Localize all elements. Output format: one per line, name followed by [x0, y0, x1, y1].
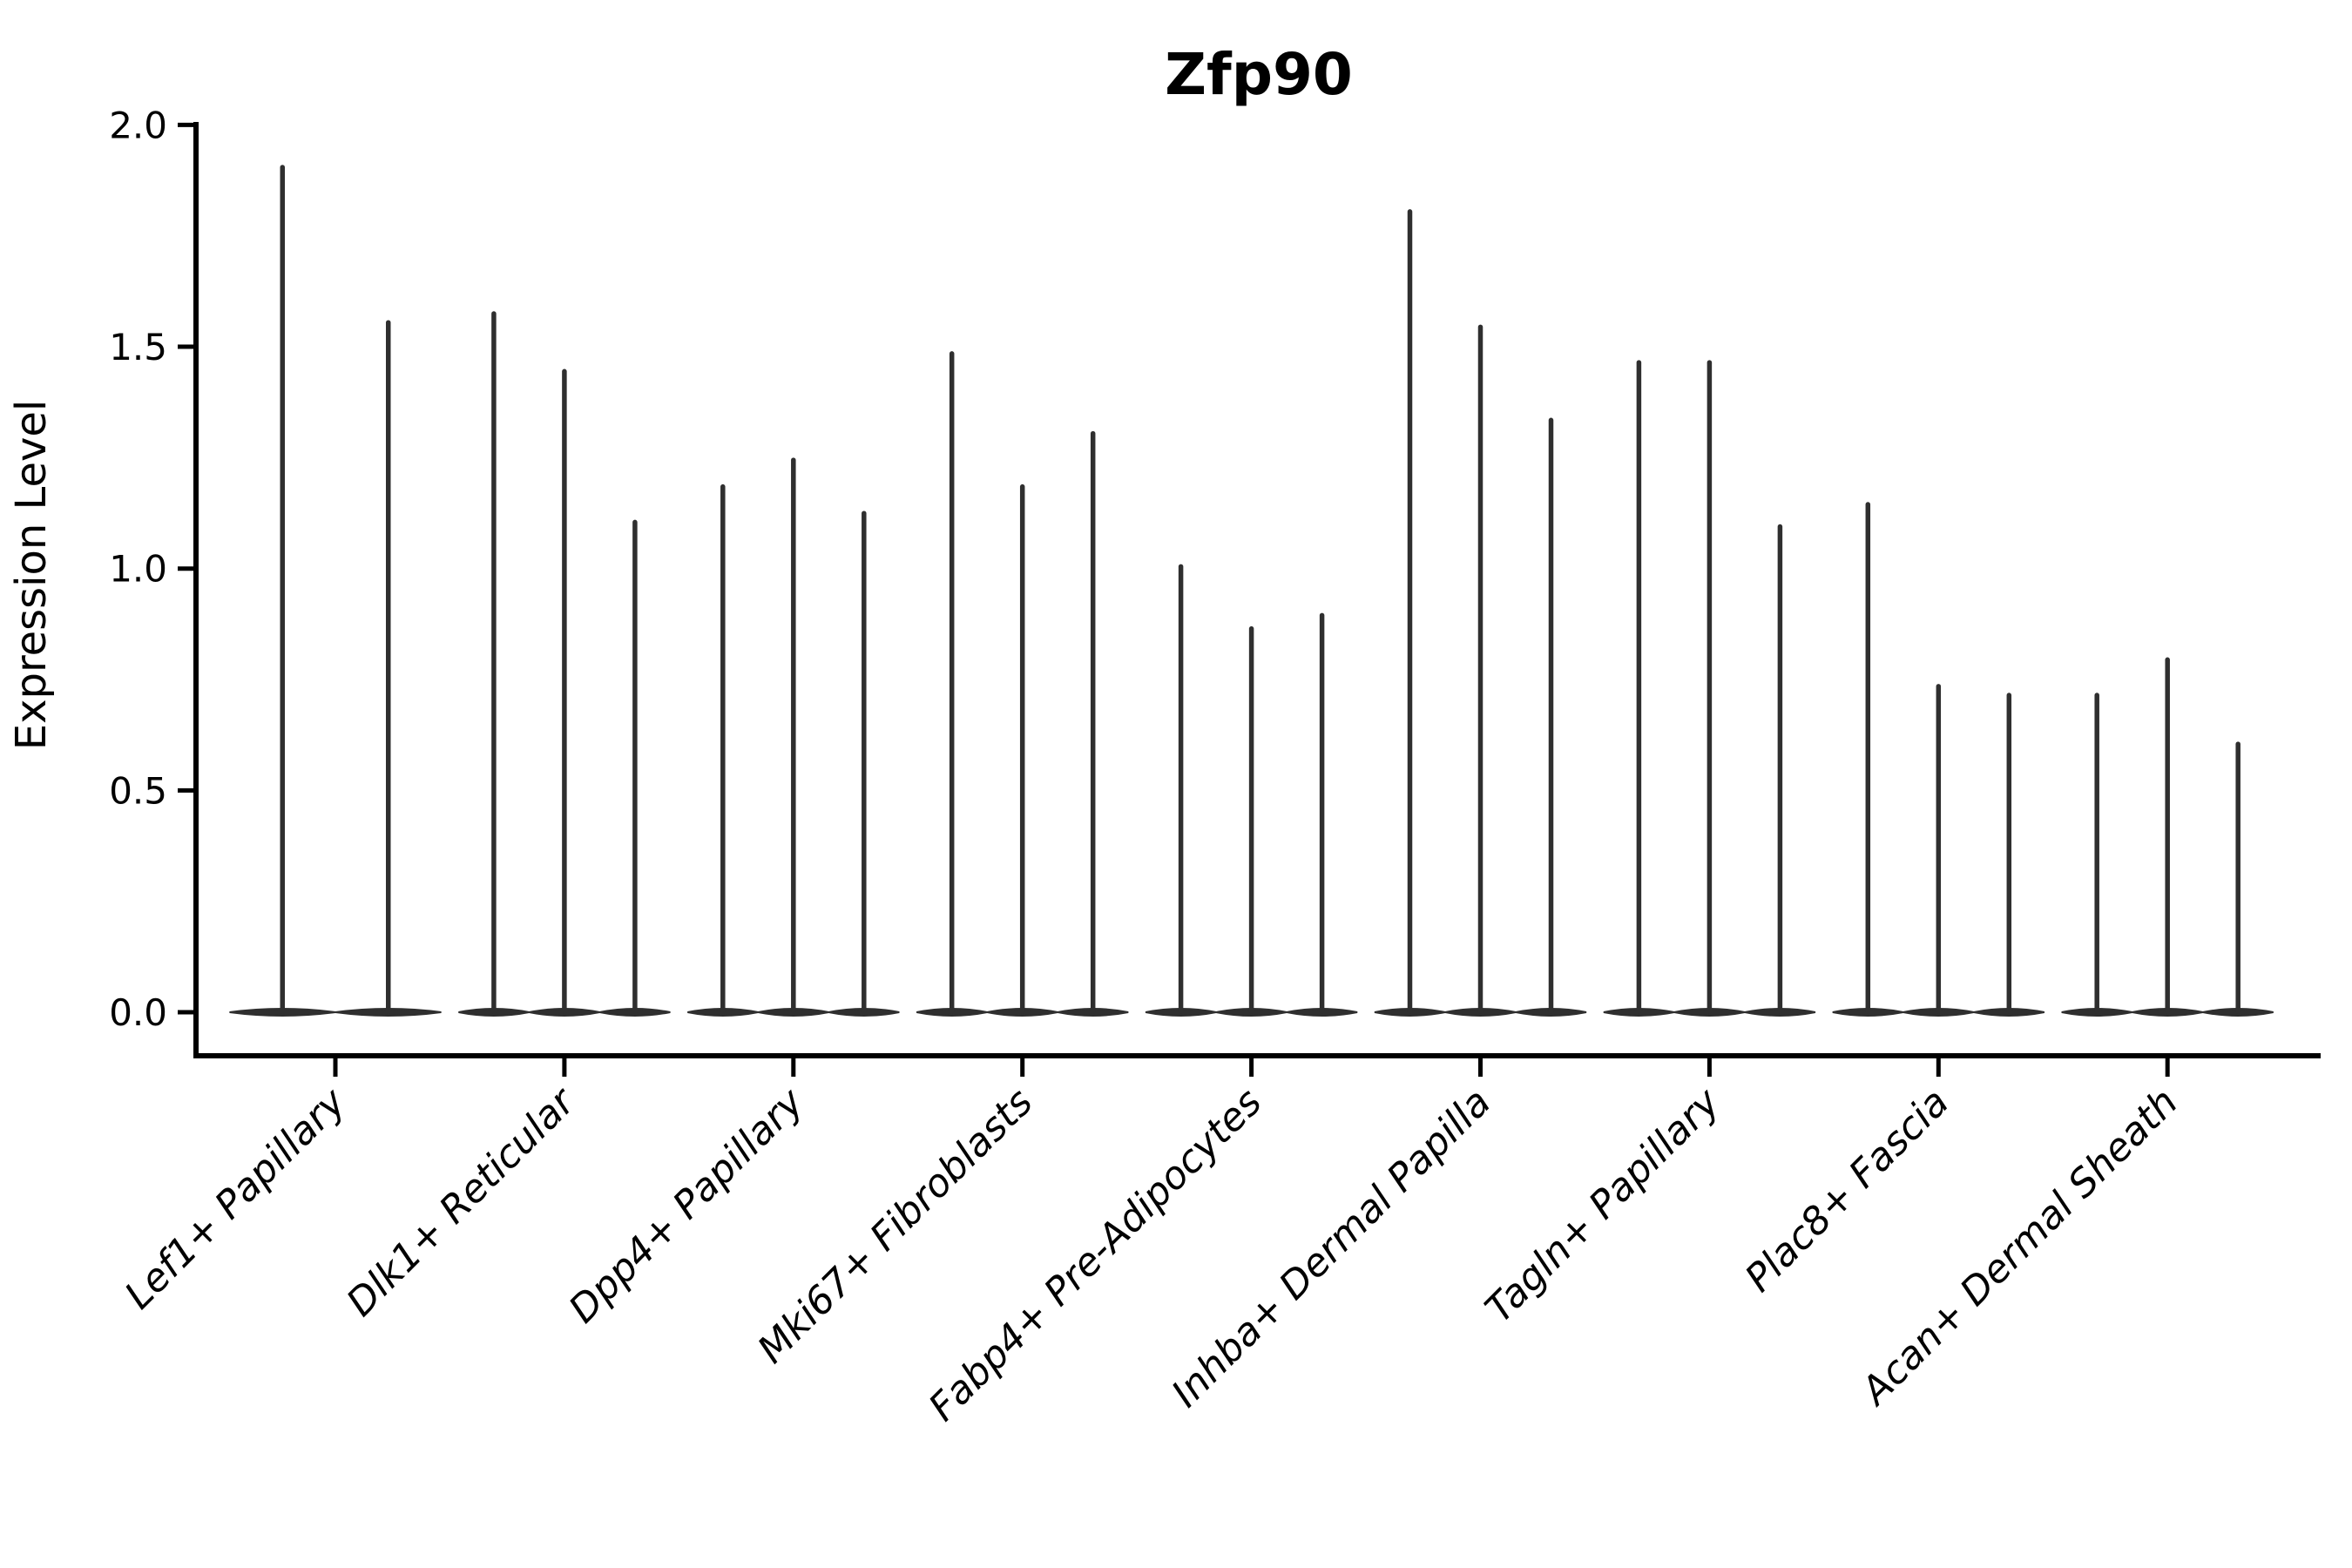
violin-spike [491, 311, 497, 1014]
violin-spike [1248, 625, 1254, 1014]
violin-spike [862, 510, 867, 1014]
violin-spike [1636, 360, 1642, 1015]
violin-spike [1178, 564, 1184, 1014]
y-tick-label: 2.0 [109, 104, 167, 146]
violin-spike [1090, 430, 1096, 1014]
y-tick-label: 1.5 [109, 326, 167, 368]
violin-spike [1777, 524, 1783, 1014]
violin-spike [1548, 417, 1554, 1015]
chart-title: Zfp90 [1165, 41, 1353, 108]
violin-spike [386, 320, 391, 1014]
y-tick-label: 0.5 [109, 769, 167, 812]
x-tick-label: Lef1+ Papillary [117, 1079, 355, 1318]
x-tick-label: Plac8+ Fascia [1737, 1080, 1957, 1301]
violin-spike [949, 351, 955, 1014]
violin-spike [1319, 612, 1325, 1014]
x-tick-label: Dpp4+ Papillary [561, 1079, 814, 1332]
violin-spike [562, 368, 567, 1014]
violin-spike [1707, 360, 1713, 1015]
violin-spike [280, 165, 285, 1014]
violin-spike [632, 519, 638, 1014]
x-tick-label: Dlk1+ Reticular [338, 1078, 585, 1325]
violin-spike [2235, 741, 2240, 1014]
violin-spike [1936, 684, 1942, 1014]
violin-spike [1477, 324, 1484, 1015]
violin-spike [1019, 483, 1025, 1014]
violin-spike [2165, 657, 2170, 1014]
violin-spike [791, 457, 796, 1014]
y-tick-label: 0.0 [109, 991, 167, 1034]
violin-spike [1407, 209, 1413, 1015]
violins-layer [229, 165, 2274, 1017]
violin-spike [720, 483, 726, 1014]
x-tick-label: Tagln+ Papillary [1477, 1079, 1728, 1331]
y-axis-label: Expression Level [7, 400, 56, 751]
violin-spike [2006, 693, 2012, 1014]
y-tick-label: 1.0 [109, 548, 167, 591]
violin-spike [1865, 502, 1871, 1014]
violin-spike [2094, 693, 2099, 1014]
